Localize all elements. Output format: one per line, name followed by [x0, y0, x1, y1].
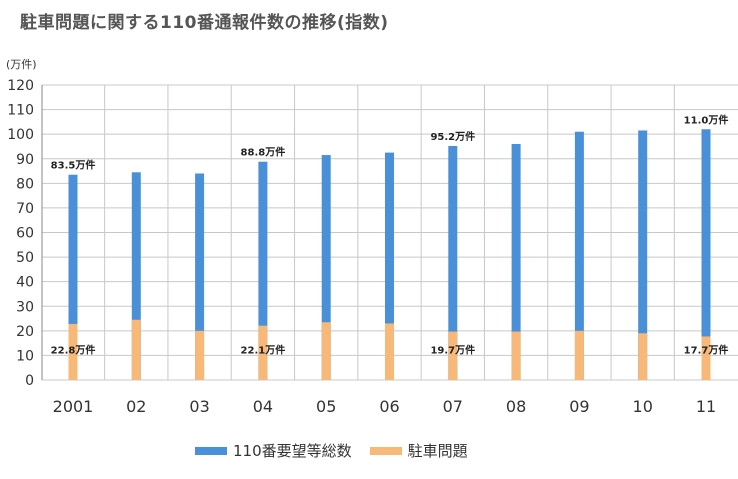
bar-parking-04 — [258, 325, 268, 380]
y-tick-label: 90 — [16, 152, 34, 168]
bar-parking-05 — [321, 322, 331, 380]
bar-total-04 — [258, 161, 268, 380]
y-tick-label: 0 — [25, 373, 34, 389]
page-title: 駐車問題に関する110番通報件数の推移(指数) — [20, 13, 389, 33]
y-tick-labels: 0 10 20 30 40 50 60 70 80 90 100 110 120 — [7, 78, 34, 389]
bar-total-08 — [511, 144, 521, 380]
bar-parking-02 — [131, 319, 141, 380]
x-tick-label: 06 — [379, 397, 399, 416]
x-tick-label: 10 — [633, 397, 653, 416]
y-tick-label: 40 — [16, 275, 34, 291]
data-label: 22.1万件 — [241, 343, 286, 356]
data-label: 19.7万件 — [430, 343, 475, 356]
data-label: 83.5万件 — [51, 159, 96, 172]
legend-label-total: 110番要望等総数 — [233, 442, 352, 460]
grid-layer — [41, 84, 738, 381]
bar-parking-06 — [385, 323, 394, 380]
legend-item-parking: 駐車問題 — [369, 440, 468, 461]
data-label: 88.8万件 — [241, 146, 286, 159]
bar-total-05 — [321, 155, 331, 380]
bar-total-09 — [574, 131, 584, 380]
bars — [68, 129, 711, 380]
data-label: 11.0万件 — [684, 113, 729, 126]
y-axis-unit-label: (万件) — [6, 58, 37, 71]
x-tick-label: 07 — [443, 397, 463, 416]
y-tick-label: 110 — [7, 103, 34, 119]
bar-total-03 — [195, 173, 205, 380]
legend: 110番要望等総数 駐車問題 — [195, 440, 486, 461]
x-tick-label: 08 — [506, 397, 526, 416]
x-tick-label: 09 — [569, 397, 589, 416]
x-tick-label: 04 — [253, 397, 273, 416]
y-tick-label: 30 — [16, 299, 34, 315]
bar-total-2001 — [68, 174, 78, 380]
legend-label-parking: 駐車問題 — [407, 442, 468, 460]
bar-parking-07 — [448, 331, 458, 380]
x-tick-label: 02 — [126, 397, 146, 416]
y-tick-label: 70 — [16, 201, 34, 217]
y-tick-label: 80 — [16, 176, 34, 192]
x-tick-label: 05 — [316, 397, 336, 416]
legend-swatch-parking — [369, 446, 402, 455]
bar-parking-11 — [701, 336, 711, 380]
legend-item-total: 110番要望等総数 — [195, 440, 352, 461]
bar-total-02 — [131, 172, 141, 380]
y-tick-label: 20 — [16, 324, 34, 340]
bar-total-10 — [638, 130, 648, 380]
x-tick-label: 2001 — [53, 397, 94, 416]
bar-total-07 — [448, 145, 458, 380]
bar-parking-03 — [195, 330, 205, 380]
y-tick-label: 10 — [16, 348, 34, 364]
bar-parking-2001 — [68, 323, 78, 380]
data-label: 22.8万件 — [51, 343, 96, 356]
x-tick-label: 03 — [189, 397, 209, 416]
data-label: 17.7万件 — [684, 343, 729, 356]
bar-parking-08 — [511, 331, 521, 380]
bar-total-11 — [701, 129, 711, 380]
data-label: 95.2万件 — [430, 130, 475, 143]
x-tick-label: 11 — [696, 397, 716, 416]
x-tick-labels: 2001 02 03 04 05 06 07 08 09 10 11 — [53, 397, 717, 416]
bar-parking-10 — [638, 333, 648, 380]
bar-parking-09 — [574, 330, 584, 380]
data-labels: 83.5万件 88.8万件 95.2万件 11.0万件 22.8万件 22.1万件 19.7… — [51, 113, 729, 356]
legend-swatch-total — [195, 446, 227, 455]
y-tick-label: 60 — [16, 226, 34, 242]
y-tick-label: 120 — [7, 78, 34, 94]
y-tick-label: 50 — [16, 250, 34, 266]
bar-total-06 — [385, 152, 394, 380]
y-tick-label: 100 — [7, 127, 34, 143]
